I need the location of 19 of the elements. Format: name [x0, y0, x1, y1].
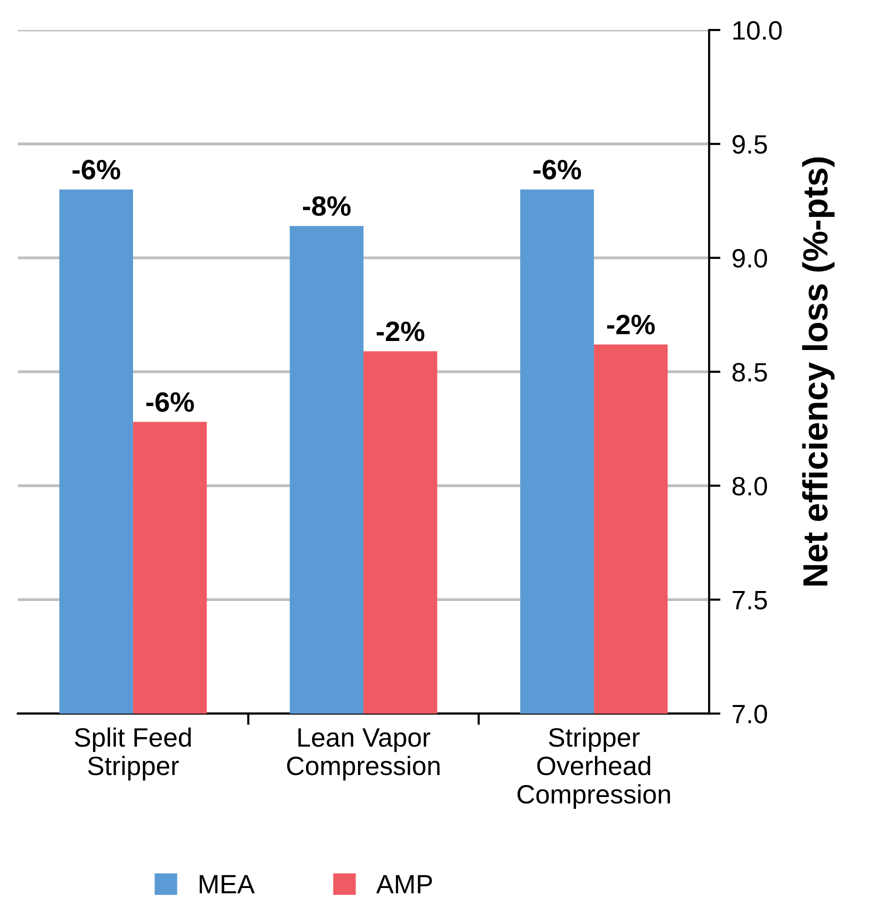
- x-tick-label: Lean Vapor Compression: [287, 728, 440, 780]
- y-axis-title: Net efficiency loss (%-pts): [802, 157, 835, 586]
- y-tick-label: 9.0: [732, 248, 768, 268]
- annotation: -2%: [376, 322, 424, 342]
- annotation: -8%: [303, 196, 351, 216]
- y-tick-label: 9.5: [732, 135, 767, 154]
- annotation: -6%: [72, 160, 120, 180]
- y-tick-label: 7.5: [732, 591, 767, 610]
- legend-label: MEA: [200, 875, 255, 894]
- x-tick-label: Stripper Overhead Compression: [518, 727, 670, 809]
- legend-label: AMP: [376, 875, 432, 894]
- y-tick-label: 8.5: [732, 362, 767, 382]
- y-tick-label: 8.0: [732, 476, 768, 496]
- y-tick-label: 10.0: [733, 21, 782, 40]
- x-tick-label: Split Feed Stripper: [74, 727, 191, 780]
- y-tick-label: 7.0: [732, 704, 768, 724]
- annotation: -2%: [607, 314, 655, 334]
- annotation: -6%: [146, 392, 194, 412]
- annotation: -6%: [533, 160, 582, 180]
